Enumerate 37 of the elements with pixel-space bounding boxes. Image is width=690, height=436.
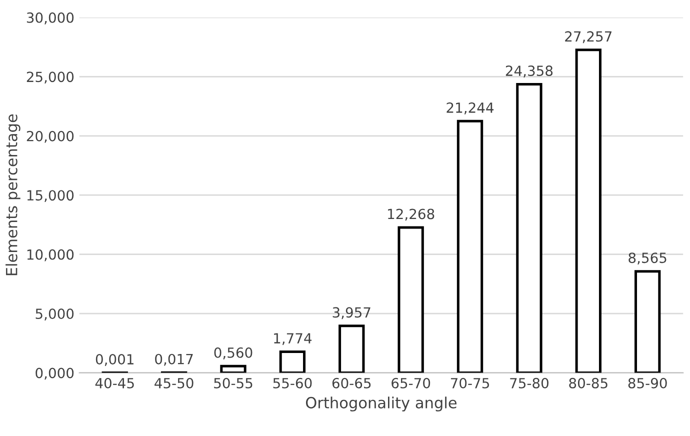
- x-tick-label: 70-75: [450, 378, 489, 388]
- bar: [634, 270, 661, 373]
- bar: [575, 48, 602, 373]
- x-tick-label: 40-45: [95, 378, 134, 388]
- data-label: 27,257: [565, 31, 612, 44]
- data-label: 0,560: [214, 347, 252, 360]
- data-label: 21,244: [446, 102, 494, 114]
- data-label: 24,358: [506, 66, 553, 78]
- data-label: 12,268: [388, 208, 434, 221]
- data-label: 3,957: [332, 307, 370, 320]
- x-tick-label: 85-90: [628, 378, 667, 388]
- x-tick-label: 75-80: [510, 378, 548, 388]
- x-axis-title: Orthogonality angle: [306, 396, 456, 412]
- data-label: 0,001: [96, 354, 134, 366]
- y-tick-label: 30,000: [26, 12, 74, 24]
- y-tick-label: 25,000: [26, 72, 74, 84]
- y-tick-label: 20,000: [26, 130, 74, 143]
- x-tick-label: 45-50: [154, 378, 194, 388]
- data-label: 1,774: [274, 333, 312, 345]
- y-tick-label: 15,000: [27, 190, 74, 202]
- bar: [338, 324, 365, 373]
- bar: [279, 350, 306, 373]
- bar: [398, 226, 424, 373]
- x-tick-label: 50-55: [214, 378, 252, 388]
- y-tick-label: 0,000: [36, 368, 74, 380]
- x-tick-label: 65-70: [392, 378, 430, 388]
- data-label: 0,017: [155, 354, 193, 366]
- bar: [220, 364, 246, 373]
- y-tick-label: 5,000: [36, 308, 74, 320]
- x-tick-label: 80-85: [569, 378, 608, 388]
- data-label: 8,565: [628, 252, 666, 264]
- y-tick-label: 10,000: [27, 249, 74, 262]
- bar: [516, 83, 542, 373]
- x-tick-label: 55-60: [273, 378, 312, 388]
- bar: [456, 120, 484, 373]
- x-tick-label: 60-65: [332, 378, 371, 388]
- y-axis-title: Elements percentage: [6, 114, 20, 276]
